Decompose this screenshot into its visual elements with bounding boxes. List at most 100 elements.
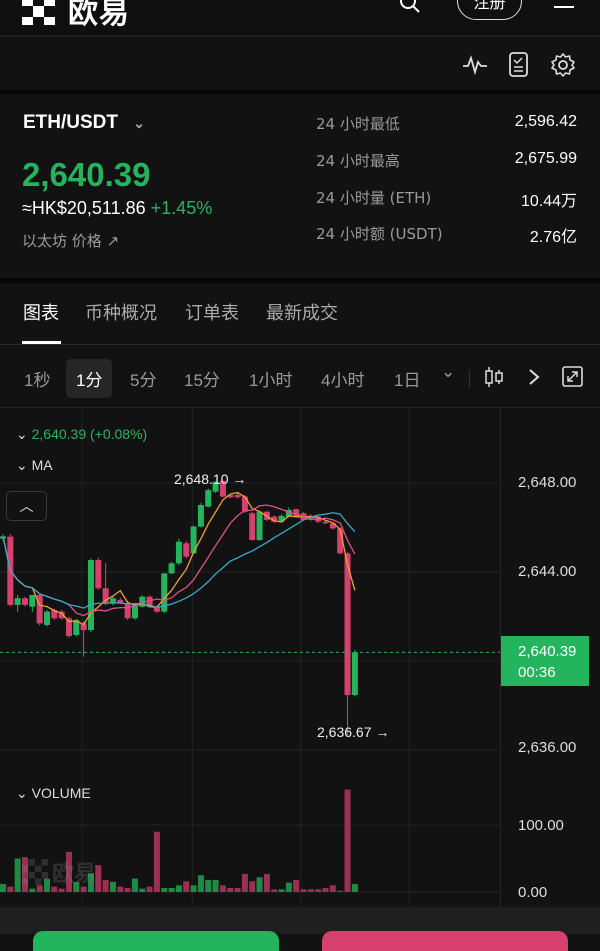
sell-button[interactable]: [322, 931, 568, 951]
interval-more-chevron-icon[interactable]: ⌄: [441, 362, 456, 381]
ticker-panel: ETH/USDT ⌄ 2,640.39 ≈HK$20,511.86 +1.45%…: [0, 98, 600, 278]
volume-bar: [234, 887, 241, 892]
register-button[interactable]: 注册: [457, 0, 522, 20]
high-annotation-value: 2,648.10: [174, 471, 229, 487]
candle-body: [190, 526, 197, 554]
fullscreen-icon[interactable]: [562, 366, 583, 387]
interval-5m[interactable]: 5分: [130, 371, 157, 390]
candle-body: [73, 620, 80, 635]
candle-body: [329, 523, 336, 529]
interval-1m[interactable]: 1分: [66, 359, 113, 398]
collapse-indicators-button[interactable]: ︿: [6, 491, 47, 521]
interval-15m[interactable]: 15分: [184, 371, 220, 390]
candle-body: [131, 603, 138, 619]
volume-bar: [102, 879, 109, 892]
volume-bar: [36, 885, 43, 892]
pair-selector[interactable]: ETH/USDT ⌄: [23, 112, 145, 134]
ma-legend[interactable]: ⌄ MA: [16, 457, 53, 474]
volume-bar: [0, 883, 6, 892]
current-price-value: 2,640.39: [518, 643, 577, 660]
top-header: 欧易 注册: [0, 0, 600, 37]
volume-bar: [278, 889, 285, 892]
volume-bar: [73, 881, 80, 892]
candle-body: [234, 495, 241, 498]
volume-bar: [212, 879, 219, 892]
toolbar: [0, 39, 600, 94]
interval-1d[interactable]: 1日: [394, 371, 421, 390]
chevron-right-icon[interactable]: [527, 368, 541, 386]
stat-turnover-label: 24 小时额 (USDT): [316, 225, 443, 243]
logo-mark-icon: [22, 0, 60, 25]
candle-body: [219, 480, 226, 497]
candle-body: [80, 623, 87, 631]
divider: [469, 370, 470, 388]
low-annotation-value: 2,636.67: [317, 724, 372, 740]
stat-turnover-value: 2.76亿: [529, 229, 577, 246]
arrow-right-icon: →: [375, 724, 390, 740]
stat-high-label: 24 小时最高: [316, 152, 400, 170]
candle-body: [256, 511, 263, 540]
volume-bar: [65, 851, 72, 892]
candle-body: [293, 509, 300, 517]
candle-countdown: 00:36: [518, 664, 556, 681]
volume-chart[interactable]: ⌄ VOLUME 欧易 100.00 0.00: [0, 770, 600, 907]
candlestick-type-icon[interactable]: [484, 366, 504, 388]
document-check-icon[interactable]: [508, 52, 530, 78]
price-chart[interactable]: 2,648.00 2,644.00 2,636.00 ⌄ 2,640.39 (+…: [0, 408, 600, 770]
stat-high-value: 2,675.99: [514, 150, 577, 167]
interval-bar: 1秒 1分 5分 15分 1小时 4小时 1日 ⌄: [0, 346, 600, 408]
volume-bar: [58, 888, 65, 892]
candle-body: [212, 481, 219, 492]
ma-long-line: [2, 512, 356, 609]
volume-bar: [131, 878, 138, 892]
menu-icon[interactable]: [553, 0, 575, 14]
price-axis-divider: [500, 408, 501, 770]
volume-bar: [190, 885, 197, 892]
candle-body: [278, 515, 285, 522]
candle-body: [337, 528, 344, 554]
candle-body: [351, 652, 358, 696]
candle-body: [36, 594, 43, 624]
candle-body: [14, 598, 21, 605]
candle-body: [95, 559, 102, 589]
tab-chart[interactable]: 图表: [23, 303, 59, 324]
eth-price-label: 以太坊 价格: [22, 232, 102, 250]
volume-bar: [153, 831, 160, 892]
tab-orderbook[interactable]: 订单表: [185, 303, 239, 324]
buy-button[interactable]: [33, 931, 279, 951]
candle-body: [227, 495, 234, 498]
interval-4h[interactable]: 4小时: [321, 371, 365, 390]
volume-bar: [168, 887, 175, 892]
interval-1h[interactable]: 1小时: [249, 371, 293, 390]
volume-bar: [271, 889, 278, 892]
volume-legend[interactable]: ⌄ VOLUME: [16, 785, 91, 802]
tab-overview[interactable]: 币种概况: [85, 303, 157, 324]
candle-body: [117, 599, 124, 604]
volume-axis-divider: [500, 770, 501, 907]
tab-underline: [22, 341, 61, 344]
volume-bar: [256, 877, 263, 892]
eth-price-link[interactable]: 以太坊 价格 ↗: [22, 230, 119, 251]
logo-text: 欧易: [68, 0, 130, 31]
candle-body: [51, 610, 58, 619]
volume-bar: [161, 887, 168, 892]
tab-bar: 图表 币种概况 订单表 最新成交: [0, 283, 600, 345]
tab-trades[interactable]: 最新成交: [266, 303, 338, 324]
candle-body: [109, 598, 116, 604]
gear-icon[interactable]: [550, 52, 576, 78]
candlestick-plot[interactable]: [0, 408, 600, 770]
volume-bar: [249, 881, 256, 892]
watermark-logo-icon: [22, 859, 48, 885]
chevron-down-icon: ⌄: [16, 457, 28, 473]
volume-bar: [315, 889, 322, 892]
volume-bar: [344, 789, 351, 892]
pulse-icon[interactable]: [462, 54, 488, 76]
logo[interactable]: 欧易: [22, 0, 130, 32]
volume-bar: [219, 885, 226, 892]
volume-tick-label: 100.00: [518, 817, 564, 834]
interval-1s[interactable]: 1秒: [24, 371, 51, 390]
ma-label: MA: [31, 457, 53, 473]
search-icon[interactable]: [398, 0, 422, 16]
price-legend[interactable]: ⌄ 2,640.39 (+0.08%): [16, 426, 147, 443]
chevron-down-icon: ⌄: [133, 115, 146, 131]
